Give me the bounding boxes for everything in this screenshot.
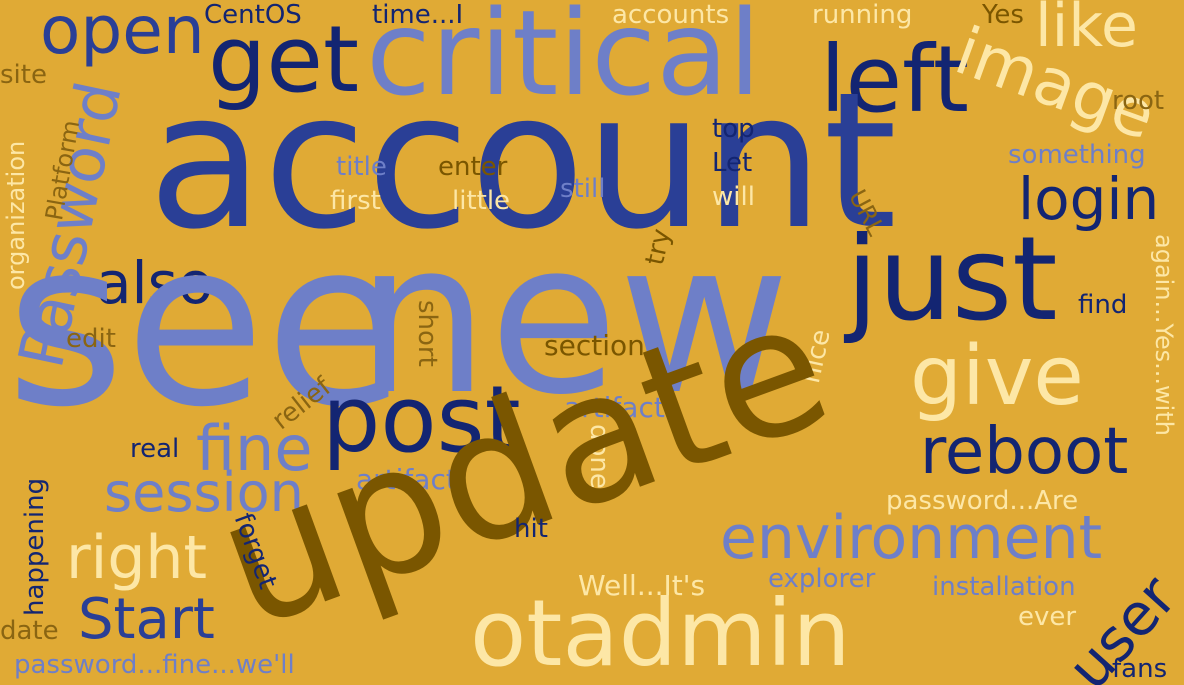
- word-root: root: [1112, 86, 1165, 116]
- word-well-its: Well...It's: [578, 569, 706, 602]
- word-artifacts: artifacts: [564, 391, 680, 424]
- word-little: little: [452, 186, 511, 216]
- word-post: post: [322, 366, 521, 473]
- word-let: Let: [712, 148, 753, 178]
- word-again-yes-with: again...Yes...with: [1150, 234, 1178, 436]
- word-first: first: [330, 186, 381, 216]
- word-happening: happening: [20, 477, 50, 616]
- word-running: running: [812, 0, 913, 30]
- word-edit: edit: [66, 324, 116, 354]
- word-enter: enter: [438, 152, 508, 182]
- word-otadmin: otadmin: [470, 580, 851, 685]
- word-start: Start: [78, 587, 215, 652]
- word-real: real: [130, 434, 180, 464]
- word-login: login: [1018, 165, 1160, 233]
- word-site: site: [0, 60, 47, 90]
- word-right: right: [66, 523, 207, 593]
- word-get: get: [208, 6, 360, 113]
- word-time-i: time...I: [372, 0, 464, 30]
- word-accounts: accounts: [612, 0, 730, 30]
- word-also: also: [96, 249, 214, 317]
- word-fans: fans: [1112, 654, 1168, 684]
- word-critical: critical: [366, 0, 762, 122]
- word-date: date: [0, 616, 59, 646]
- word-like: like: [1035, 0, 1138, 61]
- word-centos: CentOS: [204, 0, 302, 30]
- word-new: new: [356, 196, 791, 441]
- word-environment: environment: [720, 503, 1103, 573]
- word-find: find: [1078, 290, 1128, 320]
- word-left: left: [820, 26, 970, 133]
- word-session: session: [104, 461, 304, 524]
- word-still: still: [560, 174, 606, 204]
- word-try: try: [640, 226, 677, 268]
- word-will: will: [712, 182, 755, 212]
- word-top: top: [712, 114, 755, 144]
- word-something: something: [1008, 140, 1146, 170]
- word-hit: hit: [514, 514, 548, 544]
- word-give: give: [910, 329, 1084, 424]
- word-section: section: [544, 329, 645, 362]
- word-ever: ever: [1018, 602, 1077, 632]
- word-installation: installation: [932, 572, 1076, 602]
- word-artifact: artifact: [356, 463, 457, 496]
- word-fine: fine: [196, 412, 313, 485]
- word-just: just: [846, 212, 1058, 347]
- word-explorer: explorer: [768, 564, 876, 594]
- word-open: open: [40, 0, 205, 69]
- word-short: short: [412, 300, 442, 367]
- word-reboot: reboot: [920, 415, 1129, 489]
- word-password-fine-well: password...fine...we'll: [14, 650, 295, 680]
- word-title: title: [336, 152, 387, 182]
- word-password-are: password...Are: [886, 486, 1079, 516]
- word-account: account: [148, 52, 897, 271]
- word-see: see: [6, 191, 406, 457]
- word-yes: Yes: [982, 0, 1024, 30]
